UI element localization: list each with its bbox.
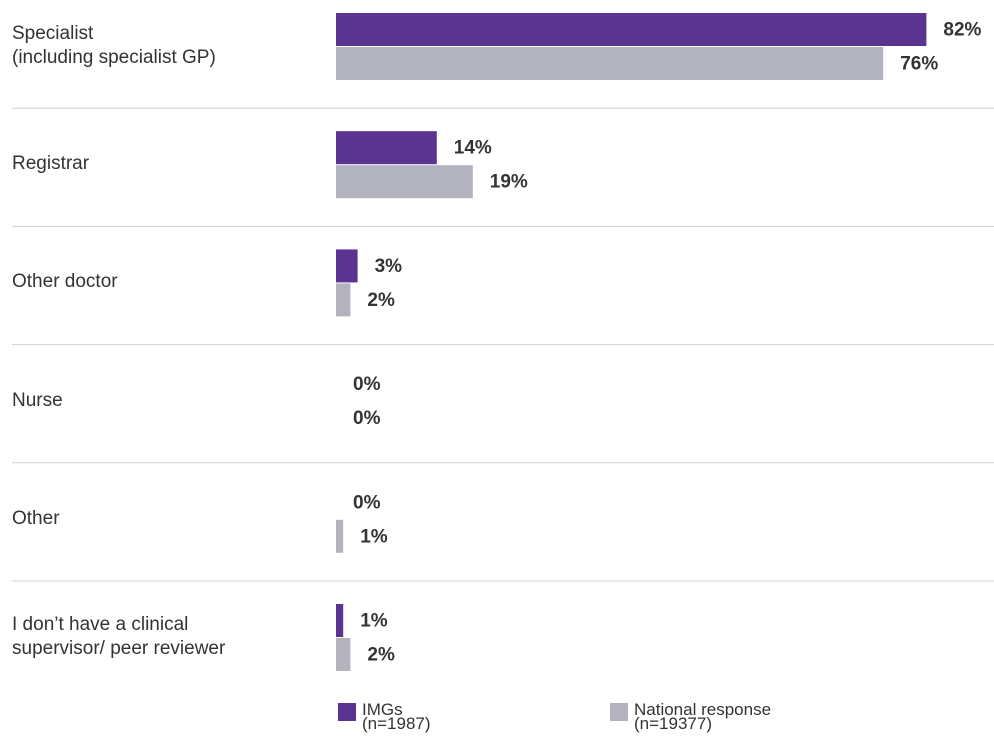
category-label: Other [12,507,60,529]
legend-label: National response (n=19377) [634,700,772,733]
bar [336,604,344,637]
bar [336,165,473,199]
category-label: Registrar [12,153,90,175]
bar [336,131,437,165]
value-label: 1% [360,526,388,547]
value-label: 76% [900,54,938,75]
value-label: 14% [454,138,492,159]
value-label: 82% [943,20,981,41]
bar [336,47,884,80]
legend-swatch [338,703,356,721]
category-label: Specialist (including specialist GP) [12,23,216,68]
bar [336,249,358,283]
bar [336,638,351,671]
value-label: 2% [367,290,395,311]
value-label: 0% [353,492,381,513]
category-label: Other doctor [12,271,118,293]
legend-label: IMGs (n=1987) [362,700,431,733]
bar [336,13,927,46]
value-label: 0% [353,408,381,429]
bar [336,519,344,553]
value-label: 19% [490,172,528,193]
value-label: 3% [375,256,403,277]
value-label: 1% [360,611,388,632]
bar [336,283,351,317]
value-label: 0% [353,374,381,395]
category-label: Nurse [12,389,63,411]
legend-swatch [610,703,628,721]
category-label: I don’t have a clinical supervisor/ peer… [12,614,226,659]
value-label: 2% [367,645,395,666]
